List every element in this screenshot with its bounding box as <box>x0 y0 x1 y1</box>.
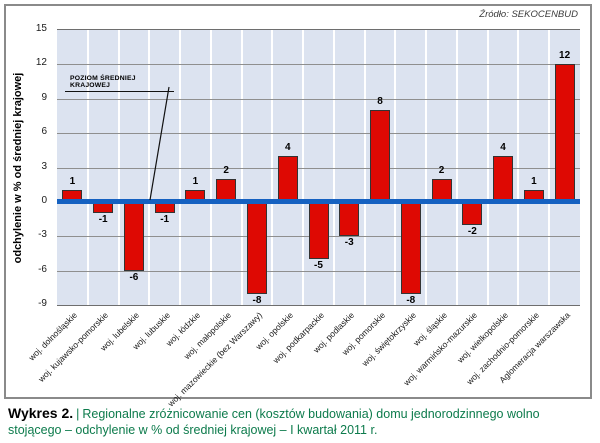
bar <box>400 201 421 294</box>
bar-value-label: 8 <box>377 96 383 108</box>
zero-line <box>57 199 580 205</box>
horizontal-gridline <box>57 133 580 135</box>
caption-separator: | <box>76 407 80 421</box>
bar-value-label: -1 <box>160 214 170 226</box>
source-label: Źródło: SEKOCENBUD <box>479 9 578 20</box>
bar <box>339 201 360 237</box>
y-tick-label: 15 <box>35 23 47 34</box>
bar-value-label: -8 <box>252 294 262 306</box>
y-tick-label: -9 <box>38 298 47 309</box>
chart-frame: Źródło: SEKOCENBUD 15 12 9 6 3 0 -3 -6 -9 odchyl… <box>4 4 592 408</box>
bar-value-label: 1 <box>69 176 76 188</box>
horizontal-gridline <box>57 167 580 169</box>
horizontal-gridline <box>57 64 580 66</box>
bar <box>462 201 483 225</box>
bar-value-label: -3 <box>344 237 354 249</box>
horizontal-gridline <box>57 270 580 272</box>
x-axis-labels: woj. dolnośląskie woj. kujawsko-pomorskie… <box>27 306 580 408</box>
bar <box>123 201 144 271</box>
caption-body: Regionalne zróżnicowanie cen (kosztów bu… <box>8 407 540 438</box>
bar-value-label: 1 <box>531 176 537 188</box>
y-tick-label: 12 <box>35 57 47 69</box>
horizontal-gridline <box>57 98 580 100</box>
national-average-annotation: POZIOM ŚREDNIEJ KRAJOWEJ <box>65 75 174 92</box>
y-tick-label: 3 <box>41 160 47 172</box>
bar <box>370 110 391 202</box>
y-axis-ticks: 15 12 9 6 3 0 -3 -6 -9 <box>6 23 53 309</box>
bar <box>554 64 575 202</box>
y-axis-title: odchylenie w % od średniej krajowej <box>12 72 24 264</box>
bar <box>246 201 267 294</box>
y-tick-label: -3 <box>38 229 47 241</box>
bar <box>493 156 514 202</box>
bar-value-label: -2 <box>467 225 477 237</box>
y-tick-label: 0 <box>41 194 47 206</box>
caption-title: Wykres 2. <box>8 405 74 421</box>
bar-value-label: -8 <box>406 294 416 306</box>
bar-value-label: -1 <box>98 214 108 226</box>
bar-value-label: 4 <box>500 142 506 154</box>
bar-value-label: 4 <box>284 142 291 154</box>
plot-area: POZIOM ŚREDNIEJ KRAJOWEJ 1 -1 -6 -1 1 2 -8 4 -5-… <box>57 29 580 306</box>
bar-value-label: 2 <box>223 164 229 176</box>
y-tick-label: 9 <box>41 91 47 103</box>
y-tick-label: 6 <box>41 126 47 138</box>
bar-value-label: 2 <box>438 164 445 176</box>
bar-value-label: 12 <box>559 50 571 62</box>
chart-caption: Wykres 2. | Regionalne zróżnicowanie cen (… <box>8 404 584 439</box>
y-tick-label: -6 <box>38 263 47 275</box>
bar <box>277 156 298 202</box>
bar-value-label: -5 <box>314 260 323 272</box>
bar <box>308 201 329 260</box>
bar-value-label: -6 <box>129 271 139 283</box>
bar-value-label: 1 <box>192 176 199 188</box>
